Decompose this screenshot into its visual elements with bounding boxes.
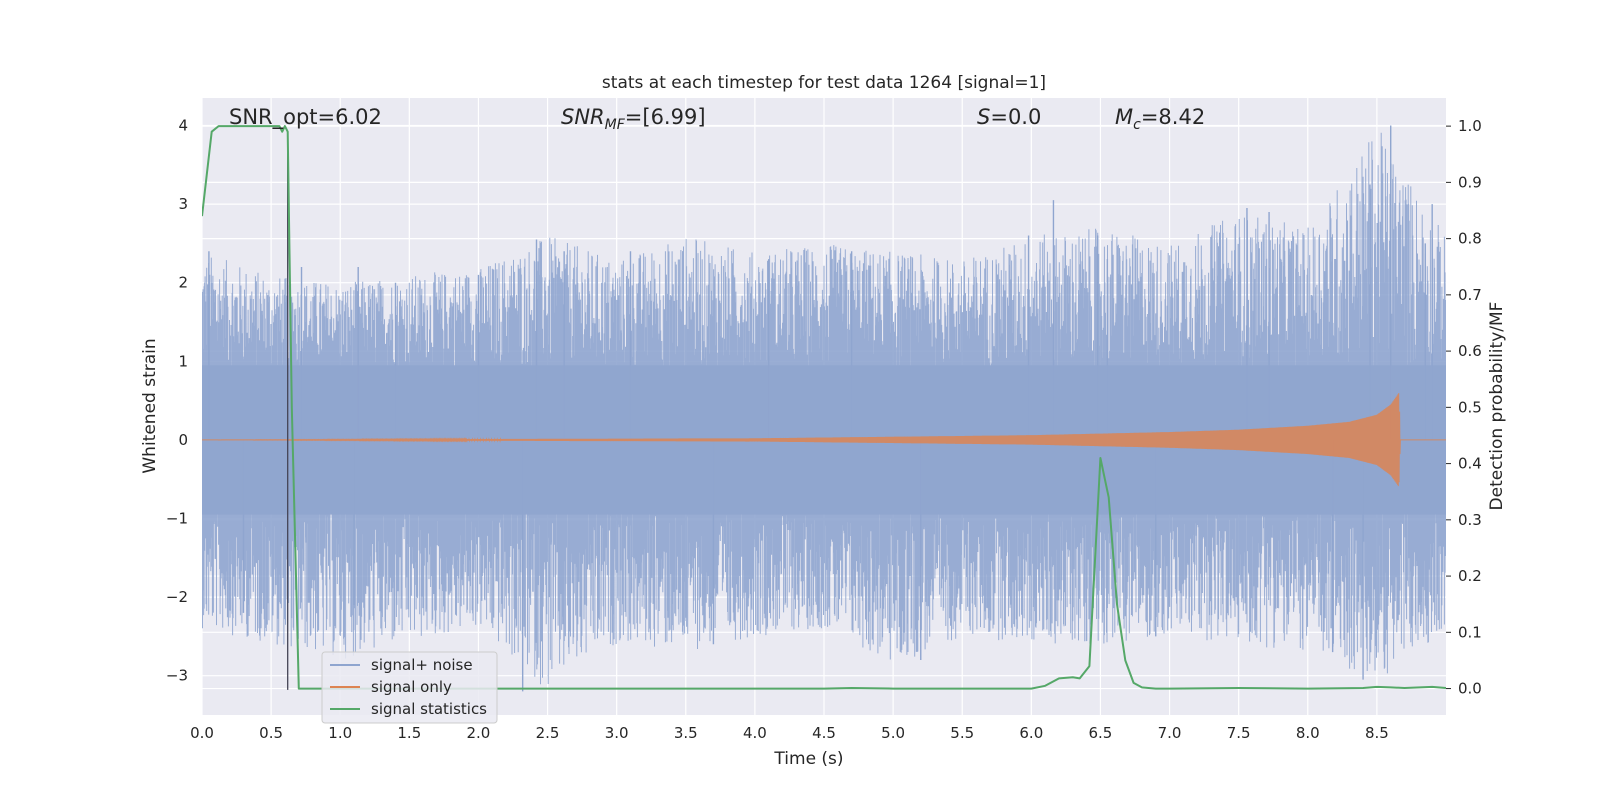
y-right-tick-label: 1.0 [1458,117,1482,135]
legend-label-signal-only: signal only [371,678,452,696]
y-left-tick-label: 3 [178,195,188,213]
y-right-tick-labels: 0.0 0.1 0.2 0.3 0.4 0.5 0.6 0.7 0.8 0.9 1.0 [1446,117,1482,698]
legend-box [321,651,498,724]
x-tick-label: 0.0 [190,724,214,742]
x-tick-label: 8.0 [1296,724,1320,742]
y-left-tick-label: 1 [178,352,188,370]
s-main: S [977,105,990,129]
y-left-tick-label: 2 [178,274,188,292]
y-left-tick-label: −1 [166,510,188,528]
s-value: =0.0 [990,105,1041,129]
x-tick-label: 2.5 [536,724,560,742]
x-tick-label: 4.0 [743,724,767,742]
y-right-tick-label: 0.0 [1458,680,1482,698]
legend-label-signal-noise: signal+ noise [371,656,473,674]
legend-item-signal-noise: signal+ noise [330,656,473,674]
x-axis-label: Time (s) [773,749,843,769]
legend-item-signal-statistics: signal statistics [330,700,487,718]
signal-statistics-series [202,125,1446,690]
y-left-tick-label: 0 [178,431,188,449]
y-right-tick-label: 0.9 [1458,173,1482,191]
x-tick-label: 5.5 [950,724,974,742]
x-tick-label: 2.0 [467,724,491,742]
x-tick-label: 6.5 [1089,724,1113,742]
x-tick-label: 0.5 [259,724,283,742]
x-tick-label: 3.0 [605,724,629,742]
y-right-tick-label: 0.5 [1458,398,1482,416]
s-annotation: S=0.0 [977,105,1041,129]
y-right-axis-label: Detection probability/MF [1487,302,1507,511]
y-right-tick-label: 0.3 [1458,511,1482,529]
x-tick-label: 1.5 [397,724,421,742]
x-tick-label: 7.5 [1227,724,1251,742]
x-tick-labels: 0.0 0.5 1.0 1.5 2.0 2.5 3.0 3.5 4.0 4.5 5.0 5.5 6.0 6… [190,724,1389,742]
mc-value: =8.42 [1141,105,1205,129]
x-tick-label: 5.0 [881,724,905,742]
x-tick-label: 3.5 [674,724,698,742]
y-right-tick-label: 0.4 [1458,455,1482,473]
y-right-tick-label: 0.8 [1458,230,1482,248]
legend: signal+ noise signal only signal statist… [321,651,498,724]
y-left-tick-label: 4 [178,117,188,135]
snr-mf-main: SNR [561,105,605,129]
x-tick-label: 1.0 [328,724,352,742]
chart-title: stats at each timestep for test data 126… [602,73,1046,93]
y-right-tick-label: 0.2 [1458,567,1482,585]
y-left-tick-labels: −3 −2 −1 0 1 2 3 4 [166,117,188,685]
mc-main: M [1115,105,1133,129]
mc-subscript: c [1133,117,1141,133]
y-left-tick-label: −2 [166,588,188,606]
y-right-tick-label: 0.6 [1458,342,1482,360]
signal-statistics-line [202,125,1446,690]
y-left-axis-label: Whitened strain [140,338,160,473]
legend-label-signal-statistics: signal statistics [371,700,487,718]
x-tick-label: 4.5 [812,724,836,742]
x-tick-label: 6.0 [1019,724,1043,742]
y-right-tick-label: 0.7 [1458,286,1482,304]
snr-opt-annotation: SNR_opt=6.02 [229,105,382,130]
x-tick-label: 8.5 [1365,724,1389,742]
legend-item-signal-only: signal only [330,678,452,696]
x-tick-label: 7.0 [1158,724,1182,742]
y-right-tick-label: 0.1 [1458,623,1482,641]
y-left-tick-label: −3 [166,667,188,685]
snr-mf-annotation: SNRMF=[6.99] [561,105,706,133]
snr-mf-subscript: MF [605,117,626,133]
signal-only-series [202,134,1446,690]
mc-annotation: Mc=8.42 [1115,105,1205,133]
signal-only-trace [202,393,1446,487]
snr-mf-value: =[6.99] [625,105,706,129]
